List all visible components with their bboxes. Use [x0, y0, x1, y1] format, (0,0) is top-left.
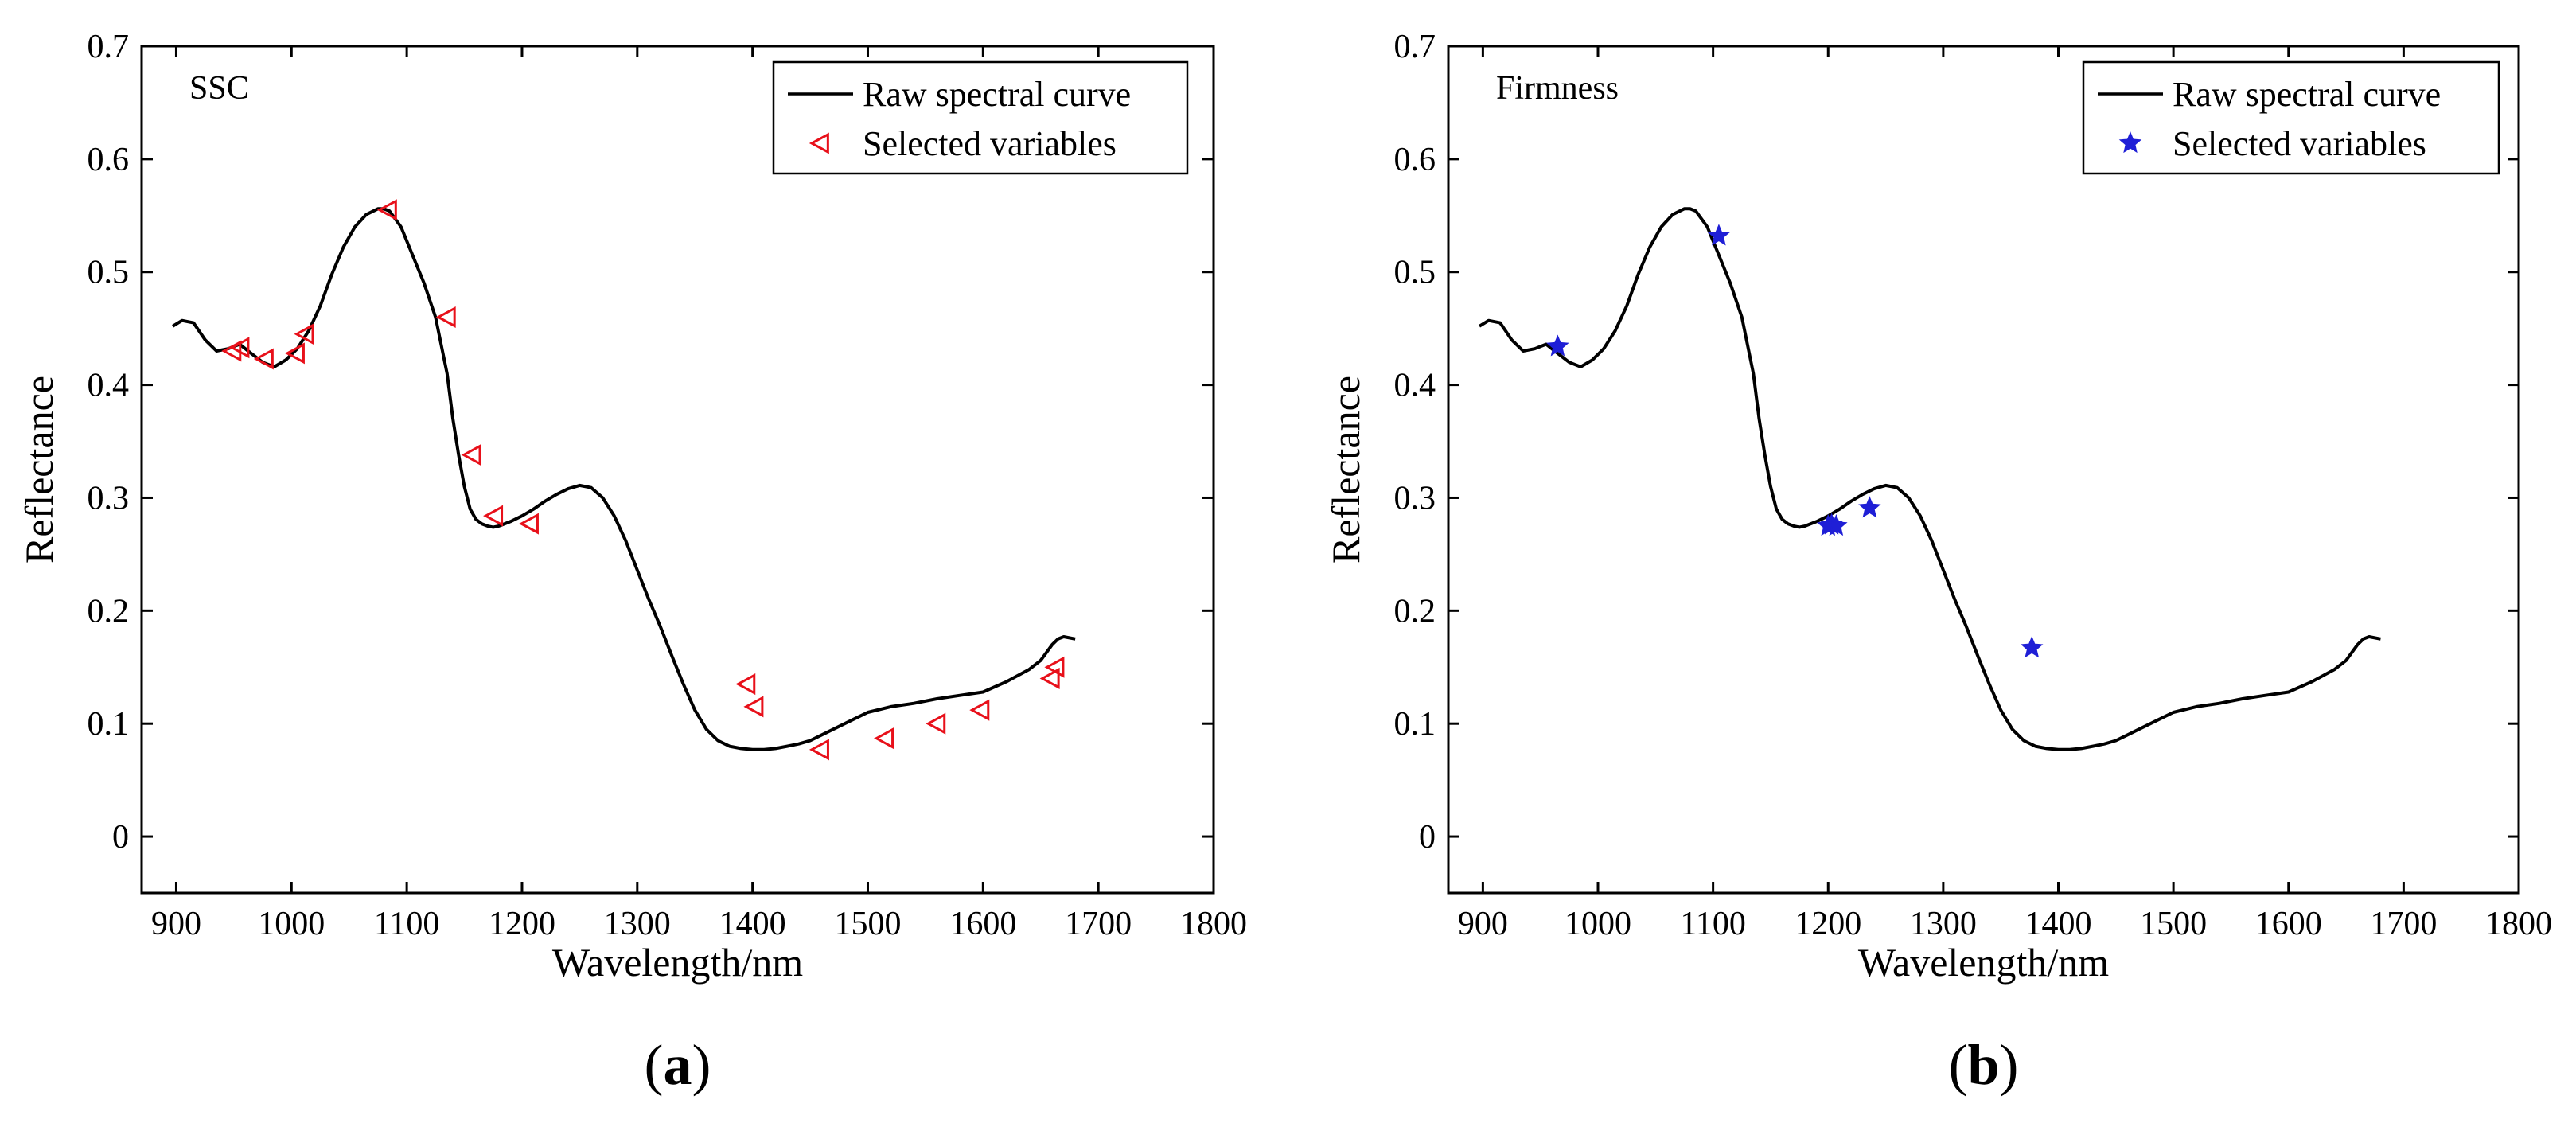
legend-curve-label: Raw spectral curve [863, 75, 1131, 114]
selected-variable-marker [1044, 656, 1065, 678]
x-tick-label: 1700 [1065, 906, 1132, 942]
selected-variable-marker [874, 727, 894, 750]
x-tick-label: 1100 [1680, 906, 1745, 942]
x-tick-label: 900 [151, 906, 201, 942]
y-tick-label: 0.1 [1394, 706, 1436, 743]
x-tick-label: 1300 [1910, 906, 1977, 942]
plot-frame [1447, 45, 2520, 895]
caption-letter: a [664, 1033, 692, 1097]
legend-markers-label: Selected variables [863, 124, 1117, 163]
y-tick-label: 0 [112, 819, 129, 856]
legend: Raw spectral curve Selected variables [772, 60, 1189, 175]
y-tick-label: 0.2 [88, 593, 130, 630]
legend-marker-swatch [809, 132, 829, 154]
spectral-curve [1478, 207, 2381, 751]
y-tick-label: 0.6 [1394, 142, 1436, 178]
x-tick-label: 1600 [2255, 906, 2322, 942]
selected-variable-marker [1858, 496, 1881, 518]
selected-variable-marker [735, 673, 756, 696]
x-axis-label: Wavelength/nm [552, 940, 803, 985]
selected-variable-marker [483, 505, 504, 527]
x-tick-label: 1000 [258, 906, 325, 942]
x-tick-label: 1500 [2140, 906, 2207, 942]
selected-variable-marker [1825, 513, 1848, 536]
selected-variable-marker [1546, 334, 1569, 357]
y-axis-label: Reflectance [1323, 376, 1368, 563]
panel-b: 900 1000 1100 1200 1300 1400 1500 1600 1700 1800 0… [1323, 29, 2552, 1097]
y-tick-label: 0.2 [1394, 593, 1436, 630]
x-tick-label: 1200 [1795, 906, 1861, 942]
x-tick-label: 1800 [1180, 906, 1247, 942]
y-tick-label: 0.7 [88, 29, 130, 65]
caption-open-paren: ( [1948, 1033, 1967, 1097]
x-tick-label: 900 [1458, 906, 1508, 942]
x-tick-label: 1400 [719, 906, 786, 942]
panel-title: SSC [189, 70, 249, 107]
x-tick-label: 1800 [2485, 906, 2552, 942]
legend-box [2082, 60, 2500, 175]
y-tick-label: 0 [1419, 819, 1436, 856]
selected-variable-marker [435, 306, 456, 328]
x-tick-label: 1100 [374, 906, 439, 942]
caption-close-paren: ) [2000, 1033, 2019, 1097]
y-tick-label: 0.1 [88, 706, 130, 743]
y-tick-label: 0.5 [1394, 255, 1436, 291]
y-tick-label: 0.5 [88, 255, 130, 291]
y-axis-label: Reflectance [17, 376, 61, 563]
selected-variable-marker [809, 739, 829, 761]
panel-caption: (b) [1948, 1033, 2018, 1097]
caption-close-paren: ) [692, 1033, 711, 1097]
spectral-curve [172, 207, 1076, 751]
selected-variable-marker [461, 444, 481, 466]
y-tick-label: 0.7 [1394, 29, 1436, 65]
legend-curve-label: Raw spectral curve [2173, 75, 2441, 114]
selected-variable-marker [376, 199, 397, 221]
selected-variable-marker [969, 699, 990, 721]
selected-variable-marker [743, 696, 764, 718]
selected-variable-marker [253, 348, 274, 370]
x-tick-label: 1400 [2025, 906, 2092, 942]
selected-variable-marker [294, 323, 314, 345]
selected-variable-marker [2021, 636, 2044, 658]
selected-variable-marker [284, 342, 305, 365]
x-tick-label: 1600 [949, 906, 1016, 942]
plot-frame [140, 45, 1215, 895]
legend: Raw spectral curve Selected variables [2082, 60, 2500, 175]
caption-letter: b [1967, 1033, 1999, 1097]
y-tick-label: 0.3 [1394, 480, 1436, 517]
x-tick-label: 1200 [489, 906, 555, 942]
caption-open-paren: ( [645, 1033, 664, 1097]
panel-title: Firmness [1496, 70, 1619, 107]
legend-marker-swatch [2118, 131, 2142, 154]
x-axis-label: Wavelength/nm [1858, 940, 2109, 985]
panel-a: 900 1000 1100 1200 1300 1400 1500 1600 1700 1800 0… [17, 29, 1247, 1097]
x-tick-label: 1300 [604, 906, 671, 942]
selected-variable-marker [518, 513, 539, 535]
selected-variable-marker [1707, 224, 1731, 246]
selected-variable-marker [229, 337, 250, 359]
y-tick-label: 0.6 [88, 142, 130, 178]
x-tick-label: 1700 [2370, 906, 2437, 942]
x-tick-label: 1500 [834, 906, 901, 942]
legend-box [772, 60, 1189, 175]
selected-variable-marker [1039, 667, 1060, 689]
panel-caption: (a) [645, 1033, 711, 1097]
selected-variable-marker [926, 712, 946, 735]
legend-markers-label: Selected variables [2173, 124, 2426, 163]
x-tick-label: 1000 [1565, 906, 1631, 942]
y-tick-label: 0.3 [88, 480, 130, 517]
y-tick-label: 0.4 [88, 368, 130, 404]
y-tick-label: 0.4 [1394, 368, 1436, 404]
